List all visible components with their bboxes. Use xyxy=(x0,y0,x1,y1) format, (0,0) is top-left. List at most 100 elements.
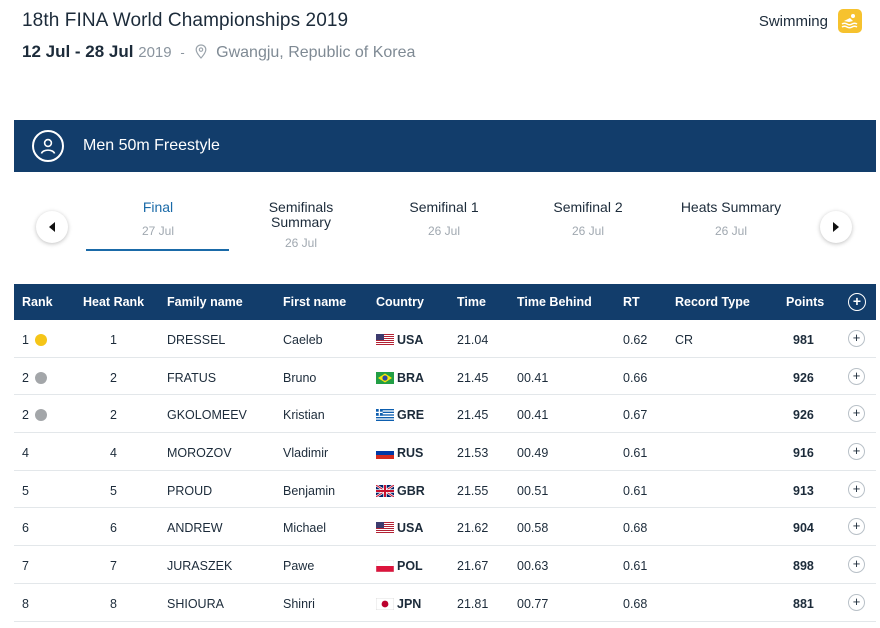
rank-cell: 2 xyxy=(22,408,47,422)
points-cell: 913 xyxy=(793,483,814,498)
expand-row-button[interactable]: + xyxy=(848,405,865,423)
heat-rank-cell: 7 xyxy=(110,559,117,574)
country-code: JPN xyxy=(397,596,422,611)
rank-value: 6 xyxy=(22,521,29,536)
tab-label: Heats Summary xyxy=(680,199,782,215)
heat-rank-cell: 2 xyxy=(110,370,117,385)
tab-final[interactable]: Final 27 Jul xyxy=(86,200,230,239)
expand-row-button[interactable]: + xyxy=(848,367,865,385)
table-row[interactable]: 1 1 DRESSEL Caeleb USA 21.04 0.62 CR 981 + xyxy=(14,320,876,358)
first-name-cell: Vladimir xyxy=(283,446,329,461)
table-row[interactable]: 2 2 FRATUS Bruno BRA 21.45 00.41 0.66 926 + xyxy=(14,358,876,396)
table-row[interactable]: 6 6 ANDREW Michael USA 21.62 00.58 0.68 904 + xyxy=(14,508,876,547)
country-cell: BRA xyxy=(376,371,424,385)
country-code: USA xyxy=(397,521,424,536)
rt-cell: 0.61 xyxy=(623,483,648,498)
rt-cell: 0.66 xyxy=(623,370,648,385)
col-first-name[interactable]: First name xyxy=(283,295,347,309)
expand-row-button[interactable]: + xyxy=(848,556,865,574)
first-name-cell: Kristian xyxy=(283,408,325,423)
table-row[interactable]: 7 7 JURASZEK Pawe POL 21.67 00.63 0.61 898 + xyxy=(14,546,876,584)
table-row[interactable]: 4 4 MOROZOV Vladimir RUS 21.53 00.49 0.61 916 + xyxy=(14,433,876,471)
col-family-name[interactable]: Family name xyxy=(167,295,243,309)
rt-cell: 0.61 xyxy=(623,559,648,574)
time-behind-cell: 00.63 xyxy=(517,559,549,574)
sport-indicator[interactable]: Swimming xyxy=(759,8,862,34)
col-rt[interactable]: RT xyxy=(623,295,640,309)
heat-rank-cell: 4 xyxy=(110,446,117,461)
rank-value: 1 xyxy=(22,333,29,347)
expand-row-button[interactable]: + xyxy=(848,518,865,536)
separator: - xyxy=(180,45,185,60)
rank-value: 7 xyxy=(22,559,29,574)
table-header: Rank Heat Rank Family name First name Co… xyxy=(14,284,876,320)
country-code: BRA xyxy=(397,370,425,385)
country-code: USA xyxy=(397,333,424,347)
rank-cell: 6 xyxy=(22,521,29,535)
first-name-cell: Michael xyxy=(283,521,327,536)
country-cell: USA xyxy=(376,333,423,347)
tab-label: Semifinals Summary xyxy=(268,199,334,230)
col-points[interactable]: Points xyxy=(786,295,825,309)
heat-rank-cell: 5 xyxy=(110,483,117,498)
points-cell: 926 xyxy=(793,408,814,423)
rank-value: 2 xyxy=(22,370,29,385)
time-behind-cell: 00.41 xyxy=(517,370,549,385)
next-arrow-button[interactable] xyxy=(820,211,852,243)
table-row[interactable]: 2 2 GKOLOMEEV Kristian GRE 21.45 00.41 0.67 926 + xyxy=(14,395,876,434)
col-record-type[interactable]: Record Type xyxy=(675,295,750,309)
tab-semifinal-1[interactable]: Semifinal 1 26 Jul xyxy=(372,199,516,239)
time-cell: 21.04 xyxy=(457,333,489,347)
time-cell: 21.81 xyxy=(457,596,489,611)
rt-cell: 0.67 xyxy=(623,408,648,423)
tab-date: 26 Jul xyxy=(284,236,318,250)
active-tab-indicator xyxy=(86,249,229,251)
expand-row-button[interactable]: + xyxy=(848,330,865,347)
tab-heats-summary[interactable]: Heats Summary 26 Jul xyxy=(659,199,803,239)
first-name-cell: Pawe xyxy=(283,559,315,574)
tab-semifinal-2[interactable]: Semifinal 2 26 Jul xyxy=(516,199,660,239)
col-rank[interactable]: Rank xyxy=(22,295,53,309)
heat-rank-cell: 2 xyxy=(110,408,117,423)
expand-row-button[interactable]: + xyxy=(848,443,865,461)
rank-value: 5 xyxy=(22,483,29,498)
points-cell: 926 xyxy=(793,370,814,385)
col-time-behind[interactable]: Time Behind xyxy=(517,295,592,309)
table-body: 1 1 DRESSEL Caeleb USA 21.04 0.62 CR 981 +2 2 FRATU… xyxy=(14,320,876,622)
flag-icon-gbr xyxy=(375,483,395,498)
rt-cell: 0.68 xyxy=(623,596,648,611)
event-info-line: 12 Jul - 28 Jul 2019 - Gwangju, Republic… xyxy=(22,42,415,62)
country-cell: USA xyxy=(376,521,423,535)
flag-icon-gre xyxy=(376,409,394,422)
points-cell: 916 xyxy=(793,446,814,461)
tab-label: Semifinal 1 xyxy=(409,199,479,215)
expand-all-button[interactable]: + xyxy=(848,293,866,311)
heat-rank-cell: 1 xyxy=(110,333,117,347)
family-name-cell: SHIOURA xyxy=(167,596,224,611)
country-cell: RUS xyxy=(376,446,423,460)
time-behind-cell: 00.58 xyxy=(517,521,549,536)
expand-row-button[interactable]: + xyxy=(848,593,865,611)
tab-semifinals-summary[interactable]: Semifinals Summary 26 Jul xyxy=(229,199,373,251)
table-row[interactable]: 5 5 PROUD Benjamin GBR 21.55 00.51 0.61 913 + xyxy=(14,471,876,509)
tab-date: 27 Jul xyxy=(141,224,175,238)
previous-arrow-button[interactable] xyxy=(36,211,68,243)
points-cell: 904 xyxy=(793,521,814,536)
country-cell: JPN xyxy=(375,596,422,611)
expand-row-button[interactable]: + xyxy=(848,480,865,498)
time-cell: 21.53 xyxy=(457,446,489,461)
flag-icon-usa xyxy=(376,334,394,346)
chevron-right-icon xyxy=(833,222,839,232)
country-cell: POL xyxy=(375,559,423,573)
time-behind-cell: 00.77 xyxy=(517,596,549,611)
date-range: 12 Jul - 28 Jul xyxy=(22,42,134,61)
points-cell: 981 xyxy=(793,333,814,347)
table-row[interactable]: 8 8 SHIOURA Shinri JPN 21.81 00.77 0.68 881 + xyxy=(14,584,876,622)
first-name-cell: Caeleb xyxy=(283,333,323,347)
time-cell: 21.62 xyxy=(457,521,489,536)
col-country[interactable]: Country xyxy=(376,295,424,309)
first-name-cell: Shinri xyxy=(283,596,315,611)
col-time[interactable]: Time xyxy=(457,295,486,309)
col-heat-rank[interactable]: Heat Rank xyxy=(83,295,145,309)
tab-label: Semifinal 2 xyxy=(553,199,623,215)
